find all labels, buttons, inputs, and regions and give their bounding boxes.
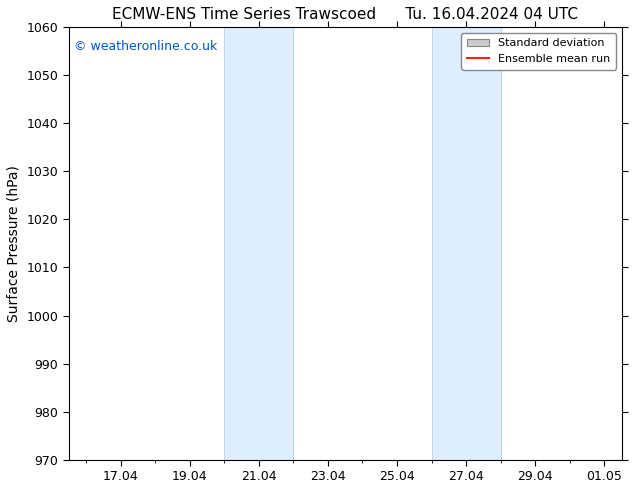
Legend: Standard deviation, Ensemble mean run: Standard deviation, Ensemble mean run [462, 33, 616, 70]
Title: ECMW-ENS Time Series Trawscoed      Tu. 16.04.2024 04 UTC: ECMW-ENS Time Series Trawscoed Tu. 16.04… [112, 7, 578, 22]
Text: © weatheronline.co.uk: © weatheronline.co.uk [74, 40, 217, 53]
Y-axis label: Surface Pressure (hPa): Surface Pressure (hPa) [7, 165, 21, 322]
Bar [432, 27, 501, 460]
Bar [224, 27, 294, 460]
